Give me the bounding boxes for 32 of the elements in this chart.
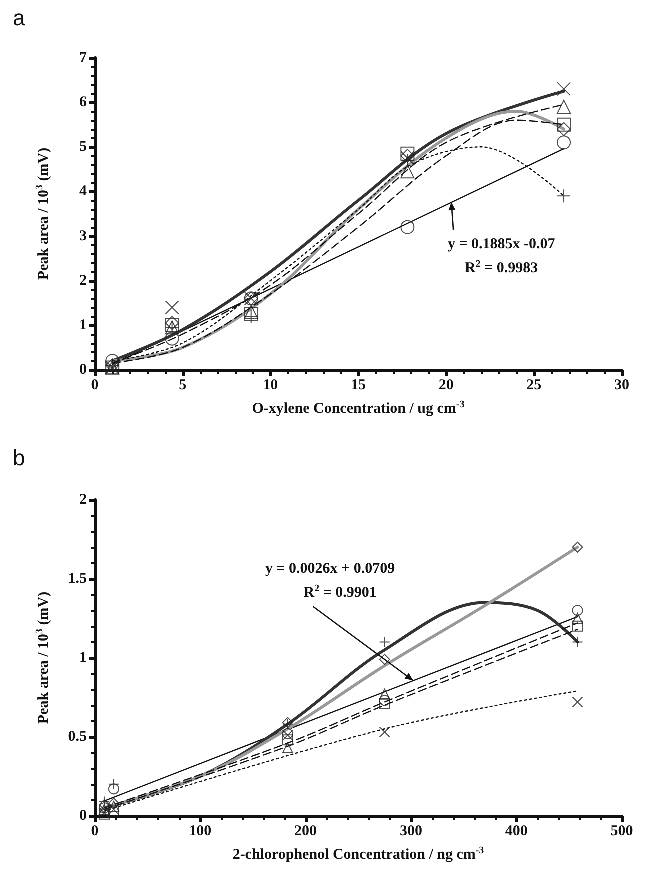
chart-title: a <box>13 6 26 30</box>
x-tick-label: 500 <box>610 824 634 840</box>
x-tick-label: 0 <box>91 824 99 840</box>
y-tick-label: 2 <box>80 492 87 508</box>
x-tick-label: 400 <box>505 824 528 840</box>
y-tick-label: 1 <box>80 317 87 334</box>
x-tick-label: 30 <box>614 378 630 394</box>
annotation: y = 0.0026x + 0.0709 <box>266 560 396 577</box>
x-tick-label: 5 <box>179 378 187 394</box>
x-tick-label: 15 <box>351 378 366 394</box>
y-tick-label: 0 <box>80 808 87 824</box>
y-tick-label: 6 <box>80 94 88 111</box>
y-tick-label: 0 <box>80 362 87 378</box>
x-tick-label: 10 <box>263 378 278 394</box>
x-tick-label: 0 <box>91 378 99 394</box>
x-tick-label: 100 <box>189 824 212 840</box>
y-tick-label: 3 <box>80 228 87 244</box>
x-tick-label: 20 <box>438 378 454 394</box>
y-tick-label: 4 <box>80 184 88 200</box>
y-tick-label: 1 <box>80 650 87 666</box>
y-axis-title: Peak area / 103 (mV) <box>34 148 52 280</box>
annotation: y = 0.1885x -0.07 <box>448 236 556 252</box>
y-axis-title: Peak area / 103 (mV) <box>34 592 52 724</box>
y-tick-label: 7 <box>80 50 88 66</box>
y-tick-label: 5 <box>80 139 87 156</box>
y-tick-label: 2 <box>80 272 87 289</box>
x-tick-label: 25 <box>526 378 542 394</box>
x-tick-label: 300 <box>400 824 422 840</box>
y-tick-label: 0.5 <box>68 729 87 745</box>
chart-title: b <box>13 446 26 470</box>
x-tick-label: 200 <box>294 824 318 840</box>
y-tick-label: 1.5 <box>68 571 87 587</box>
